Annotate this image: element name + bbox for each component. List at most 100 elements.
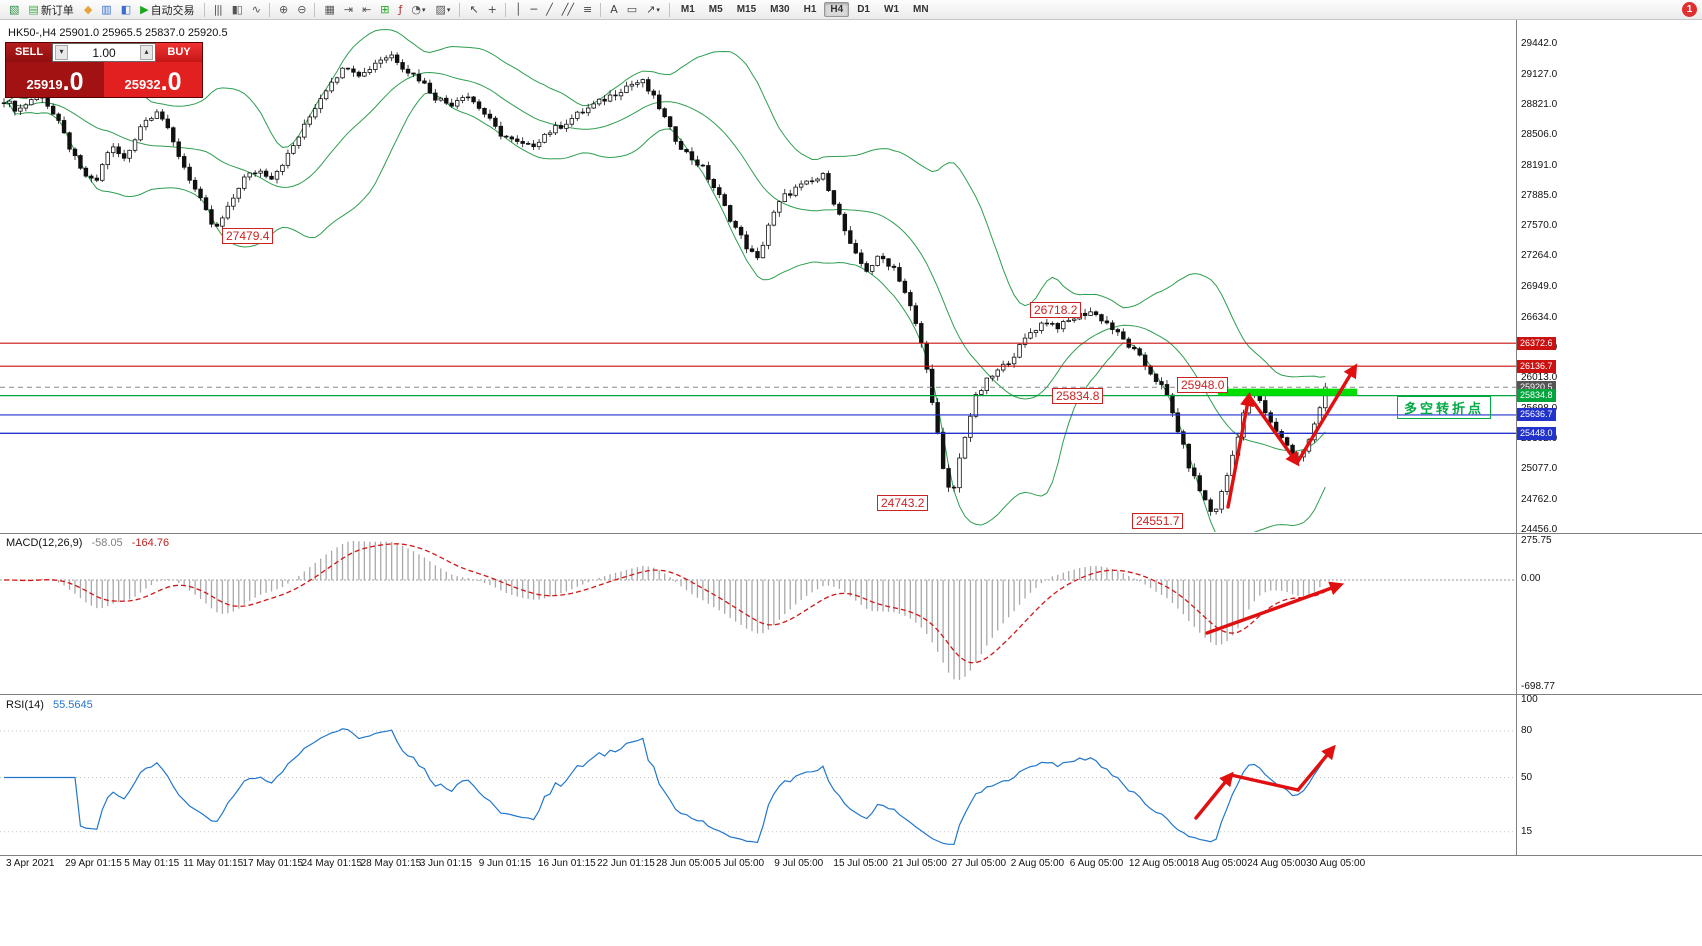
- label-icon[interactable]: ▭: [623, 1, 640, 19]
- fibonacci-icon-glyph: ≡: [583, 2, 592, 16]
- trend-arrow: [1226, 391, 1255, 509]
- text-icon-glyph: A: [610, 2, 617, 16]
- ohlc-values: 25901.0 25965.5 25837.0 25920.5: [59, 27, 228, 39]
- toolbar-separator: [314, 2, 316, 17]
- timeframe-m1[interactable]: M1: [680, 4, 695, 15]
- trend-arrow: [1205, 581, 1345, 635]
- new-chart-icon[interactable]: ▧: [5, 1, 22, 19]
- label-icon-glyph: ▭: [626, 2, 637, 16]
- zoom-in-icon[interactable]: ⊕: [275, 1, 291, 19]
- zoom-out-icon-glyph: ⊖: [297, 2, 306, 16]
- candlestick-chart-icon-glyph: ▮▯: [231, 2, 243, 16]
- vertical-line-icon[interactable]: │: [511, 1, 525, 19]
- buy-button[interactable]: BUY: [156, 43, 202, 62]
- zoom-in-icon-glyph: ⊕: [279, 2, 288, 16]
- line-chart-icon-glyph: ∿: [251, 2, 261, 16]
- crosshair-icon[interactable]: +: [484, 1, 500, 19]
- templates-dropdown-icon-caret[interactable]: ▾: [446, 6, 451, 14]
- auto-scroll-icon-glyph: ⇥: [343, 2, 353, 16]
- buy-price[interactable]: 25932.0: [104, 62, 202, 97]
- timeframe-d1[interactable]: D1: [857, 4, 870, 15]
- new-order-button-glyph: ▤: [28, 2, 38, 16]
- chart-shift-icon-glyph: ⇤: [362, 2, 371, 16]
- timeframe-w1[interactable]: W1: [884, 4, 899, 15]
- auto-scroll-icon[interactable]: ⇥: [340, 1, 356, 19]
- volume-field[interactable]: ▾ 1.00 ▴: [52, 43, 156, 62]
- timeframe-m5[interactable]: M5: [708, 4, 723, 15]
- macd-layer: [0, 541, 1516, 680]
- cursor-icon-glyph: ↖: [469, 2, 478, 16]
- main-toolbar: ▧ ▤ 新订单 ◆ ▥ ◧ ▶ 自动交易 ||| ▮▯ ∿ ⊕ ⊖ ▦ ⇥ ⇤ ⊞ ƒ ◔ ▾ ▨ ▾ ↖ + │ ─ ╱ ╱╱ ≡ A ▭…: [0, 0, 1702, 20]
- bar-chart-icon[interactable]: |||: [210, 1, 226, 19]
- trend-arrow: [1247, 394, 1300, 467]
- toolbar-separator: [600, 2, 602, 17]
- fibonacci-icon[interactable]: ≡: [579, 1, 595, 19]
- macd-name: MACD(12,26,9): [6, 537, 83, 549]
- data-window-icon-glyph: ▥: [101, 2, 111, 16]
- bar-chart-icon-glyph: |||: [213, 2, 223, 16]
- new-order-button-label: 新订单: [40, 4, 74, 17]
- toolbar-items: ▧ ▤ 新订单 ◆ ▥ ◧ ▶ 自动交易 ||| ▮▯ ∿ ⊕ ⊖ ▦ ⇥ ⇤ ⊞ ƒ ◔ ▾ ▨ ▾ ↖ + │ ─ ╱ ╱╱ ≡ A ▭…: [4, 0, 936, 20]
- arrows-tool-icon-caret[interactable]: ▾: [656, 6, 660, 14]
- tile-windows-icon[interactable]: ▦: [320, 1, 337, 19]
- indicators-icon[interactable]: ƒ: [395, 1, 406, 19]
- timeframe-h1[interactable]: H1: [803, 4, 817, 15]
- chart-ohlc-header: HK50-,H4 25901.0 25965.5 25837.0 25920.5: [8, 27, 228, 39]
- navigator-icon-glyph: ◧: [120, 2, 131, 16]
- rsi-name: RSI(14): [6, 699, 44, 711]
- channel-icon-glyph: ╱╱: [561, 2, 574, 16]
- line-chart-icon[interactable]: ∿: [248, 1, 264, 19]
- toolbar-separator: [269, 2, 271, 17]
- text-icon[interactable]: A: [606, 1, 621, 19]
- market-watch-icon-glyph: ◆: [83, 2, 93, 16]
- volume-value[interactable]: 1.00: [92, 45, 116, 60]
- timeframe-h4[interactable]: H4: [824, 2, 850, 17]
- rsi-layer: [0, 728, 1516, 845]
- volume-increase-button[interactable]: ▴: [140, 45, 153, 60]
- notification-badge[interactable]: 1: [1682, 2, 1697, 17]
- candlestick-chart-icon[interactable]: ▮▯: [228, 1, 246, 19]
- trend-arrow: [1295, 363, 1358, 465]
- chart-shift-icon[interactable]: ⇤: [358, 1, 374, 19]
- new-order-window-icon[interactable]: ⊞: [376, 1, 392, 19]
- periods-dropdown-icon[interactable]: ◔ ▾: [407, 1, 429, 19]
- macd-main-value: -58.05: [91, 537, 123, 549]
- timeframe-m30[interactable]: M30: [770, 4, 790, 15]
- cursor-icon[interactable]: ↖: [465, 1, 481, 19]
- timeframe-m15[interactable]: M15: [736, 4, 757, 15]
- zoom-out-icon[interactable]: ⊖: [293, 1, 309, 19]
- indicators-icon-glyph: ƒ: [398, 2, 403, 16]
- market-watch-icon[interactable]: ◆: [80, 1, 95, 19]
- toolbar-separator: [203, 2, 205, 17]
- trendline-icon-glyph: ╱: [546, 2, 553, 16]
- buy-price-main: 25932: [124, 77, 161, 92]
- sell-price-big: .0: [62, 68, 84, 96]
- navigator-icon[interactable]: ◧: [117, 1, 134, 19]
- candles-layer: [1, 29, 1328, 532]
- horizontal-line-icon[interactable]: ─: [527, 1, 541, 19]
- new-order-button[interactable]: ▤ 新订单: [24, 1, 77, 19]
- timeframe-mn[interactable]: MN: [913, 4, 929, 15]
- rsi-header: RSI(14) 55.5645: [6, 699, 93, 711]
- sell-price[interactable]: 25919.0: [6, 62, 104, 97]
- arrows-tool-icon[interactable]: ↗ ▾: [642, 1, 664, 19]
- periods-dropdown-icon-caret[interactable]: ▾: [422, 6, 426, 14]
- one-click-trading-panel: SELL ▾ 1.00 ▴ BUY 25919.0 25932.0: [5, 42, 203, 98]
- data-window-icon[interactable]: ▥: [97, 1, 114, 19]
- new-order-window-icon-glyph: ⊞: [380, 2, 389, 16]
- macd-header: MACD(12,26,9) -58.05 -164.76: [6, 537, 169, 549]
- templates-dropdown-icon[interactable]: ▨ ▾: [432, 1, 455, 19]
- toolbar-separator: [459, 2, 461, 17]
- autotrading-button[interactable]: ▶ 自动交易: [136, 1, 198, 19]
- templates-dropdown-icon-glyph: ▨: [435, 2, 446, 16]
- channel-icon[interactable]: ╱╱: [558, 1, 577, 19]
- trend-arrow: [1229, 773, 1300, 792]
- volume-decrease-button[interactable]: ▾: [55, 45, 68, 60]
- sell-button[interactable]: SELL: [6, 43, 52, 62]
- tile-windows-icon-glyph: ▦: [324, 2, 334, 16]
- rsi-value: 55.5645: [52, 699, 93, 711]
- periods-dropdown-icon-glyph: ◔: [411, 2, 421, 16]
- arrows-tool-icon-glyph: ↗: [646, 2, 655, 16]
- trendline-icon[interactable]: ╱: [542, 1, 556, 19]
